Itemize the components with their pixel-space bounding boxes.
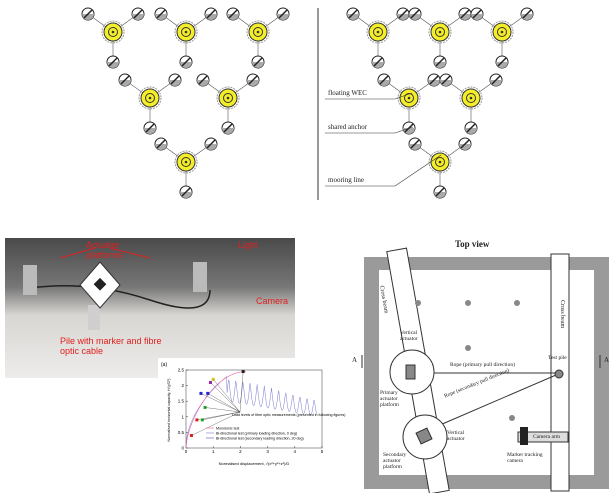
wec-dot [257,31,260,34]
pile [465,345,471,351]
label: Secondary actuator platform [383,452,417,470]
test-pile [555,370,563,378]
figure: 01234500.511.522.5(a)Normalised horizont… [0,0,610,493]
photo-label: Pile with marker and fibre optic cable [60,336,180,356]
photo-label: Actuator platforms [86,240,156,260]
y-tick-label: 0.5 [178,430,185,435]
pile [514,300,520,306]
platform [193,262,207,292]
y-tick-label: 1.5 [178,399,185,404]
label: Marker tracking camera [507,452,547,464]
label: mooring line [328,176,364,184]
camera [520,427,528,445]
label: Vertical actuator [400,330,434,342]
wec-dot [185,161,188,164]
wec-dot [227,97,230,100]
legend-entry: Bi-directional test (primary loading dir… [216,431,297,435]
photo-label: Camera [256,296,288,306]
annotation: Load levels of fibre optic measurements … [232,413,345,417]
pile [509,415,515,421]
wec-dot [112,31,115,34]
label: Camera arm [533,433,560,441]
label: Primary actuator platform [380,390,414,408]
wec-dot [439,31,442,34]
label: Test pile [548,354,567,362]
label: floating WEC [328,89,367,97]
label: Cross beam [558,300,566,328]
wec-dot [470,97,473,100]
label: Vertical actuator [447,430,481,442]
x-axis-label: Normalised displacement, √(x²+y²+z²)/D [219,461,290,466]
wec-dot [377,31,380,34]
pile [415,300,421,306]
wec-dot [149,97,152,100]
wec-dot [408,97,411,100]
y-tick-label: 2.5 [178,368,185,373]
pile [88,305,100,330]
actuator [406,365,415,379]
label: shared anchor [328,123,367,131]
pile [465,300,471,306]
wec-dot [185,31,188,34]
legend-entry: Monotonic test [216,426,239,430]
panel-label: (a) [161,362,167,368]
title: Top view [455,240,489,248]
wec-dot [439,161,442,164]
photo-label: Light [238,240,258,250]
section-label: A [352,356,357,364]
platform [23,265,37,295]
section-label: A [604,356,609,364]
legend-entry: Bi-directional test (secondary loading d… [216,436,304,440]
wec-dot [501,31,504,34]
y-axis-label: Normalised horizontal capacity, H/(γ'D³) [167,379,171,442]
